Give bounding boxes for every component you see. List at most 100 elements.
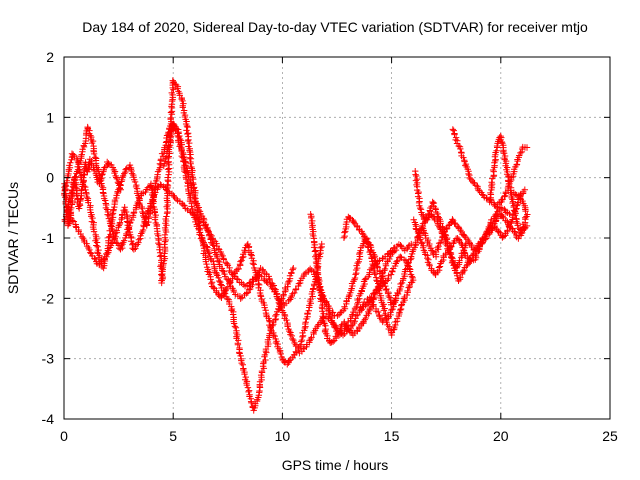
y-tick-label: -4 [42, 411, 55, 427]
data-point [219, 267, 226, 274]
data-point [487, 189, 494, 197]
data-point [111, 169, 118, 177]
data-point [390, 297, 398, 305]
data-point [188, 203, 195, 210]
data-point [316, 277, 323, 285]
data-point [486, 221, 494, 229]
x-tick-label: 10 [275, 428, 291, 444]
data-point [381, 312, 389, 319]
data-point [213, 270, 220, 278]
data-point [98, 171, 106, 179]
data-point [520, 223, 527, 231]
data-point [418, 238, 425, 246]
data-point [378, 270, 386, 278]
data-point [371, 291, 379, 299]
data-point [124, 222, 131, 229]
data-point [93, 239, 101, 246]
data-point [459, 267, 467, 275]
data-point [118, 215, 125, 223]
data-point [409, 274, 416, 282]
data-point [93, 242, 100, 249]
data-point [280, 358, 288, 366]
data-point [168, 89, 175, 97]
data-point [146, 183, 154, 191]
data-point [301, 270, 308, 278]
x-tick-label: 25 [602, 428, 618, 444]
data-point [358, 230, 366, 237]
data-point [259, 266, 266, 273]
data-point [302, 319, 309, 326]
data-point [377, 278, 384, 286]
data-point [77, 195, 84, 202]
data-point [120, 170, 128, 177]
data-point [187, 160, 194, 167]
data-point [78, 185, 85, 193]
data-point [249, 281, 256, 289]
data-point [239, 361, 247, 368]
data-point [463, 262, 470, 270]
data-point [454, 272, 461, 279]
data-point [166, 136, 174, 143]
data-point [373, 261, 380, 268]
data-point [183, 167, 191, 174]
data-point [195, 226, 203, 234]
data-point [235, 265, 242, 273]
data-point [389, 268, 396, 276]
data-point [249, 260, 257, 267]
data-point [289, 335, 296, 343]
data-point [205, 248, 212, 256]
data-point [183, 127, 190, 134]
data-point [437, 220, 444, 227]
data-point [498, 196, 505, 204]
data-point [108, 211, 116, 219]
data-point [86, 246, 93, 254]
data-point [91, 167, 98, 175]
data-point [271, 332, 278, 340]
data-point [286, 357, 293, 364]
data-point [424, 255, 431, 262]
data-point [329, 309, 337, 316]
y-tick-label: 0 [46, 170, 54, 186]
data-point [231, 323, 239, 330]
data-point [131, 178, 139, 186]
data-point [449, 258, 456, 265]
data-point [72, 173, 79, 180]
data-point [85, 165, 92, 172]
data-point [89, 214, 96, 222]
data-point [118, 242, 125, 250]
data-point [429, 198, 436, 206]
data-point [113, 227, 120, 234]
data-point [451, 219, 458, 227]
data-point [457, 145, 464, 153]
data-point [179, 201, 187, 209]
data-point [283, 316, 290, 324]
data-point [511, 228, 518, 235]
data-point [505, 222, 513, 230]
data-point [314, 271, 322, 278]
data-point [223, 275, 231, 283]
data-point [237, 295, 244, 302]
data-points [61, 77, 531, 414]
data-point [244, 384, 252, 391]
data-point [407, 253, 415, 260]
data-point [280, 291, 287, 298]
data-point [318, 240, 325, 248]
data-point [516, 193, 524, 200]
data-point [273, 311, 280, 318]
data-point [422, 232, 429, 239]
data-point [361, 316, 369, 323]
data-point [87, 249, 94, 256]
data-point [126, 161, 134, 169]
data-point [451, 131, 458, 138]
data-point [266, 330, 273, 337]
data-point [286, 327, 293, 335]
data-point [521, 214, 529, 221]
data-point [310, 268, 317, 275]
y-tick-label: -2 [42, 290, 55, 306]
data-point [405, 284, 412, 291]
data-point [448, 254, 455, 261]
data-point [341, 229, 348, 236]
data-point [517, 149, 524, 157]
data-point [178, 96, 185, 103]
